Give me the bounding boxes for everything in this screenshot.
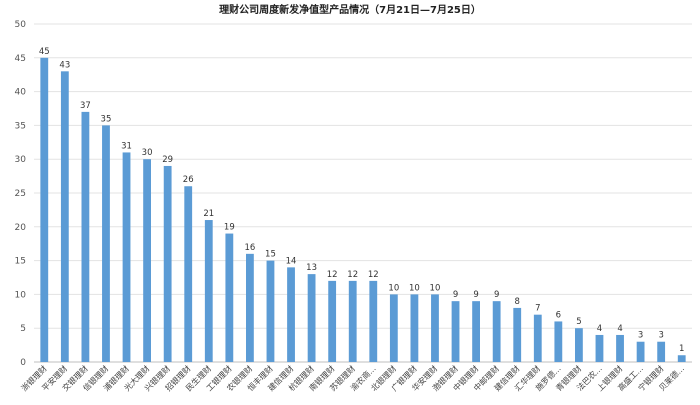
bar (102, 125, 110, 363)
bar-value-label: 5 (576, 317, 581, 327)
bar (204, 220, 213, 362)
bar-value-label: 12 (347, 270, 358, 280)
x-axis-ticks: 浙银理财平安理财交银理财信银理财浦银理财光大理财兴银理财招银理财民生理财工银理财… (19, 363, 686, 393)
bar (451, 301, 460, 362)
bar-value-label: 3 (658, 331, 663, 341)
bar-value-label: 10 (430, 283, 441, 293)
y-tick-label: 20 (15, 223, 27, 233)
bar-value-label: 43 (59, 60, 70, 70)
bar (143, 159, 152, 362)
bar-value-label: 45 (39, 47, 50, 57)
bar-value-label: 21 (203, 209, 214, 219)
y-tick-label: 30 (15, 155, 27, 165)
y-tick-label: 50 (15, 20, 27, 30)
bar (389, 294, 398, 362)
bar-value-label: 4 (597, 324, 602, 334)
bar (60, 71, 69, 362)
y-tick-label: 45 (15, 54, 26, 64)
bar (266, 260, 275, 362)
bar-value-label: 8 (515, 297, 520, 307)
y-tick-label: 25 (15, 189, 26, 199)
bar-value-label: 12 (327, 270, 338, 280)
y-axis-ticks: 0 5 10 15 20 25 30 35 40 45 50 (15, 20, 27, 368)
bar (636, 341, 645, 362)
bar (533, 314, 542, 362)
y-tick-label: 40 (15, 88, 27, 98)
bar-value-label: 37 (80, 101, 91, 111)
bar (307, 274, 316, 362)
bar (225, 233, 234, 362)
bar-value-label: 7 (535, 304, 540, 314)
bar (513, 307, 522, 362)
bar (554, 321, 563, 362)
bar (657, 341, 666, 362)
bar-value-label: 14 (286, 256, 297, 266)
bar (472, 301, 481, 362)
bar-value-label: 35 (101, 114, 112, 124)
bar (81, 111, 90, 362)
bar-value-label: 6 (556, 310, 561, 320)
bar-value-label: 1 (679, 344, 684, 354)
bars (40, 57, 686, 363)
bar-value-label: 15 (265, 250, 276, 260)
y-tick-label: 15 (15, 257, 26, 267)
bar-value-label: 12 (368, 270, 379, 280)
bar (163, 165, 172, 362)
bar (40, 57, 49, 363)
bar (328, 280, 337, 362)
chart-title: 理财公司周度新发净值型产品情况（7月21日—7月25日） (219, 3, 481, 16)
bar (616, 334, 624, 362)
bar (369, 280, 378, 362)
bar (677, 355, 686, 362)
bar-value-label: 30 (142, 148, 153, 158)
bar-value-label: 19 (224, 223, 235, 233)
bar (122, 152, 131, 362)
bar-value-label: 16 (244, 243, 255, 253)
bar-value-label: 13 (306, 263, 317, 273)
bar (410, 294, 419, 362)
bar-value-label: 26 (183, 175, 194, 185)
bar-value-label: 9 (453, 290, 458, 300)
bar (348, 280, 357, 362)
bar-value-label: 10 (409, 283, 420, 293)
bar-value-label: 3 (638, 331, 643, 341)
bar (245, 253, 254, 362)
bar (431, 294, 439, 362)
bar-value-label: 9 (473, 290, 478, 300)
y-tick-label: 5 (20, 324, 26, 334)
y-tick-label: 0 (20, 358, 26, 368)
bar (492, 301, 501, 362)
bar (574, 328, 583, 362)
bar (184, 186, 193, 362)
bar-value-label: 10 (388, 283, 399, 293)
y-tick-label: 35 (15, 121, 26, 131)
grid-layer (34, 23, 692, 363)
bar-value-label: 9 (494, 290, 499, 300)
bar (595, 334, 604, 362)
bar-value-label: 4 (617, 324, 622, 334)
y-tick-label: 10 (15, 290, 27, 300)
bar (287, 267, 295, 362)
bar-value-label: 29 (162, 155, 173, 165)
bar-value-label: 31 (121, 141, 132, 151)
